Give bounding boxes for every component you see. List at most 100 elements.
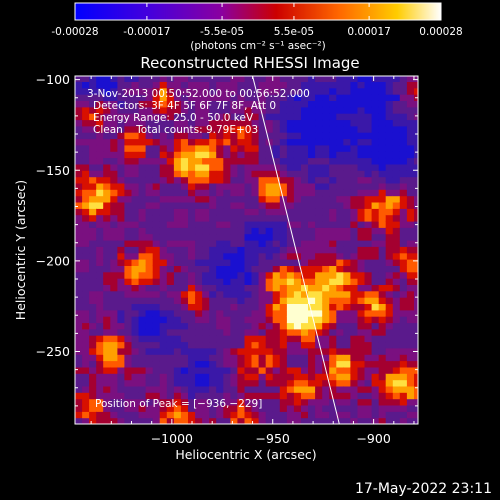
heatmap-cell — [350, 100, 359, 108]
heatmap-cell — [131, 379, 140, 387]
heatmap-cell — [406, 271, 415, 279]
heatmap-cell — [131, 411, 140, 419]
heatmap-cell — [110, 417, 118, 424]
heatmap-cell — [202, 290, 210, 298]
heatmap-cell — [315, 182, 323, 190]
heatmap-cell — [166, 405, 175, 412]
heatmap-cell — [357, 309, 366, 317]
heatmap-cell — [188, 417, 196, 424]
heatmap-cell — [75, 265, 83, 273]
heatmap-cell — [180, 202, 189, 209]
heatmap-cell — [350, 385, 359, 393]
heatmap-cell — [350, 411, 359, 419]
heatmap-cell — [293, 392, 302, 400]
heatmap-cell — [329, 411, 337, 419]
heatmap-cell — [103, 227, 111, 235]
heatmap-cell — [293, 259, 302, 266]
heatmap-cell — [159, 366, 168, 374]
heatmap-cell — [117, 170, 126, 178]
heatmap-cell — [195, 176, 203, 184]
heatmap-cell — [138, 309, 147, 317]
heatmap-cell — [166, 113, 175, 121]
heatmap-cell — [265, 151, 274, 159]
heatmap-cell — [293, 309, 302, 317]
heatmap-cell — [322, 309, 330, 317]
heatmap-cell — [188, 322, 196, 330]
heatmap-cell — [223, 182, 231, 190]
heatmap-cell — [131, 138, 140, 146]
heatmap-cell — [103, 113, 111, 121]
heatmap-cell — [159, 328, 168, 336]
heatmap-cell — [110, 322, 118, 330]
heatmap-cell — [124, 214, 133, 222]
heatmap-cell — [188, 347, 196, 355]
heatmap-cell — [406, 405, 415, 412]
heatmap-cell — [301, 284, 309, 292]
heatmap-cell — [357, 417, 366, 424]
heatmap-cell — [110, 341, 118, 349]
heatmap-cell — [371, 100, 380, 108]
heatmap-cell — [329, 405, 337, 412]
heatmap-cell — [159, 297, 168, 304]
heatmap-cell — [371, 347, 380, 355]
heatmap-cell — [406, 417, 415, 424]
heatmap-cell — [258, 138, 267, 146]
heatmap-cell — [131, 202, 140, 209]
heatmap-cell — [152, 360, 161, 368]
heatmap-cell — [202, 151, 210, 159]
heatmap-cell — [75, 271, 83, 279]
heatmap-cell — [265, 405, 274, 412]
heatmap-cell — [89, 113, 97, 121]
heatmap-cell — [406, 87, 415, 95]
heatmap-cell — [216, 341, 224, 349]
heatmap-cell — [258, 354, 267, 362]
heatmap-cell — [279, 106, 288, 114]
heatmap-cell — [258, 81, 267, 89]
heatmap-cell — [110, 157, 118, 165]
heatmap-cell — [385, 125, 394, 133]
heatmap-cell — [75, 76, 83, 82]
heatmap-cell — [216, 125, 224, 133]
heatmap-cell — [230, 233, 239, 241]
heatmap-cell — [272, 366, 281, 374]
heatmap-cell — [244, 411, 253, 419]
heatmap-cell — [82, 392, 90, 400]
heatmap-cell — [251, 360, 260, 368]
heatmap-cell — [180, 265, 189, 273]
heatmap-cell — [209, 227, 217, 235]
heatmap-cell — [230, 240, 239, 247]
heatmap-cell — [308, 202, 316, 209]
heatmap-cell — [414, 366, 418, 374]
heatmap-cell — [159, 385, 168, 393]
heatmap-cell — [173, 170, 182, 178]
heatmap-cell — [237, 202, 246, 209]
heatmap-cell — [159, 208, 168, 216]
heatmap-cell — [392, 151, 401, 159]
heatmap-cell — [322, 252, 330, 260]
heatmap-cell — [166, 366, 175, 374]
heatmap-cell — [336, 271, 344, 279]
heatmap-cell — [188, 328, 196, 336]
heatmap-cell — [336, 195, 344, 203]
heatmap-cells — [75, 76, 418, 424]
heatmap-cell — [414, 208, 418, 216]
heatmap-cell — [371, 278, 380, 285]
heatmap-cell — [272, 240, 281, 247]
heatmap-cell — [75, 303, 83, 311]
heatmap-cell — [180, 106, 189, 114]
heatmap-cell — [265, 354, 274, 362]
heatmap-cell — [110, 265, 118, 273]
heatmap-cell — [272, 176, 281, 184]
heatmap-cell — [202, 202, 210, 209]
heatmap-cell — [223, 278, 231, 285]
heatmap-cell — [293, 233, 302, 241]
heatmap-cell — [166, 144, 175, 152]
heatmap-cell — [357, 125, 366, 133]
heatmap-cell — [251, 163, 260, 171]
heatmap-cell — [258, 379, 267, 387]
heatmap-cell — [216, 151, 224, 159]
heatmap-cell — [103, 189, 111, 197]
heatmap-cell — [378, 208, 387, 216]
heatmap-cell — [385, 297, 394, 304]
heatmap-cell — [138, 208, 147, 216]
